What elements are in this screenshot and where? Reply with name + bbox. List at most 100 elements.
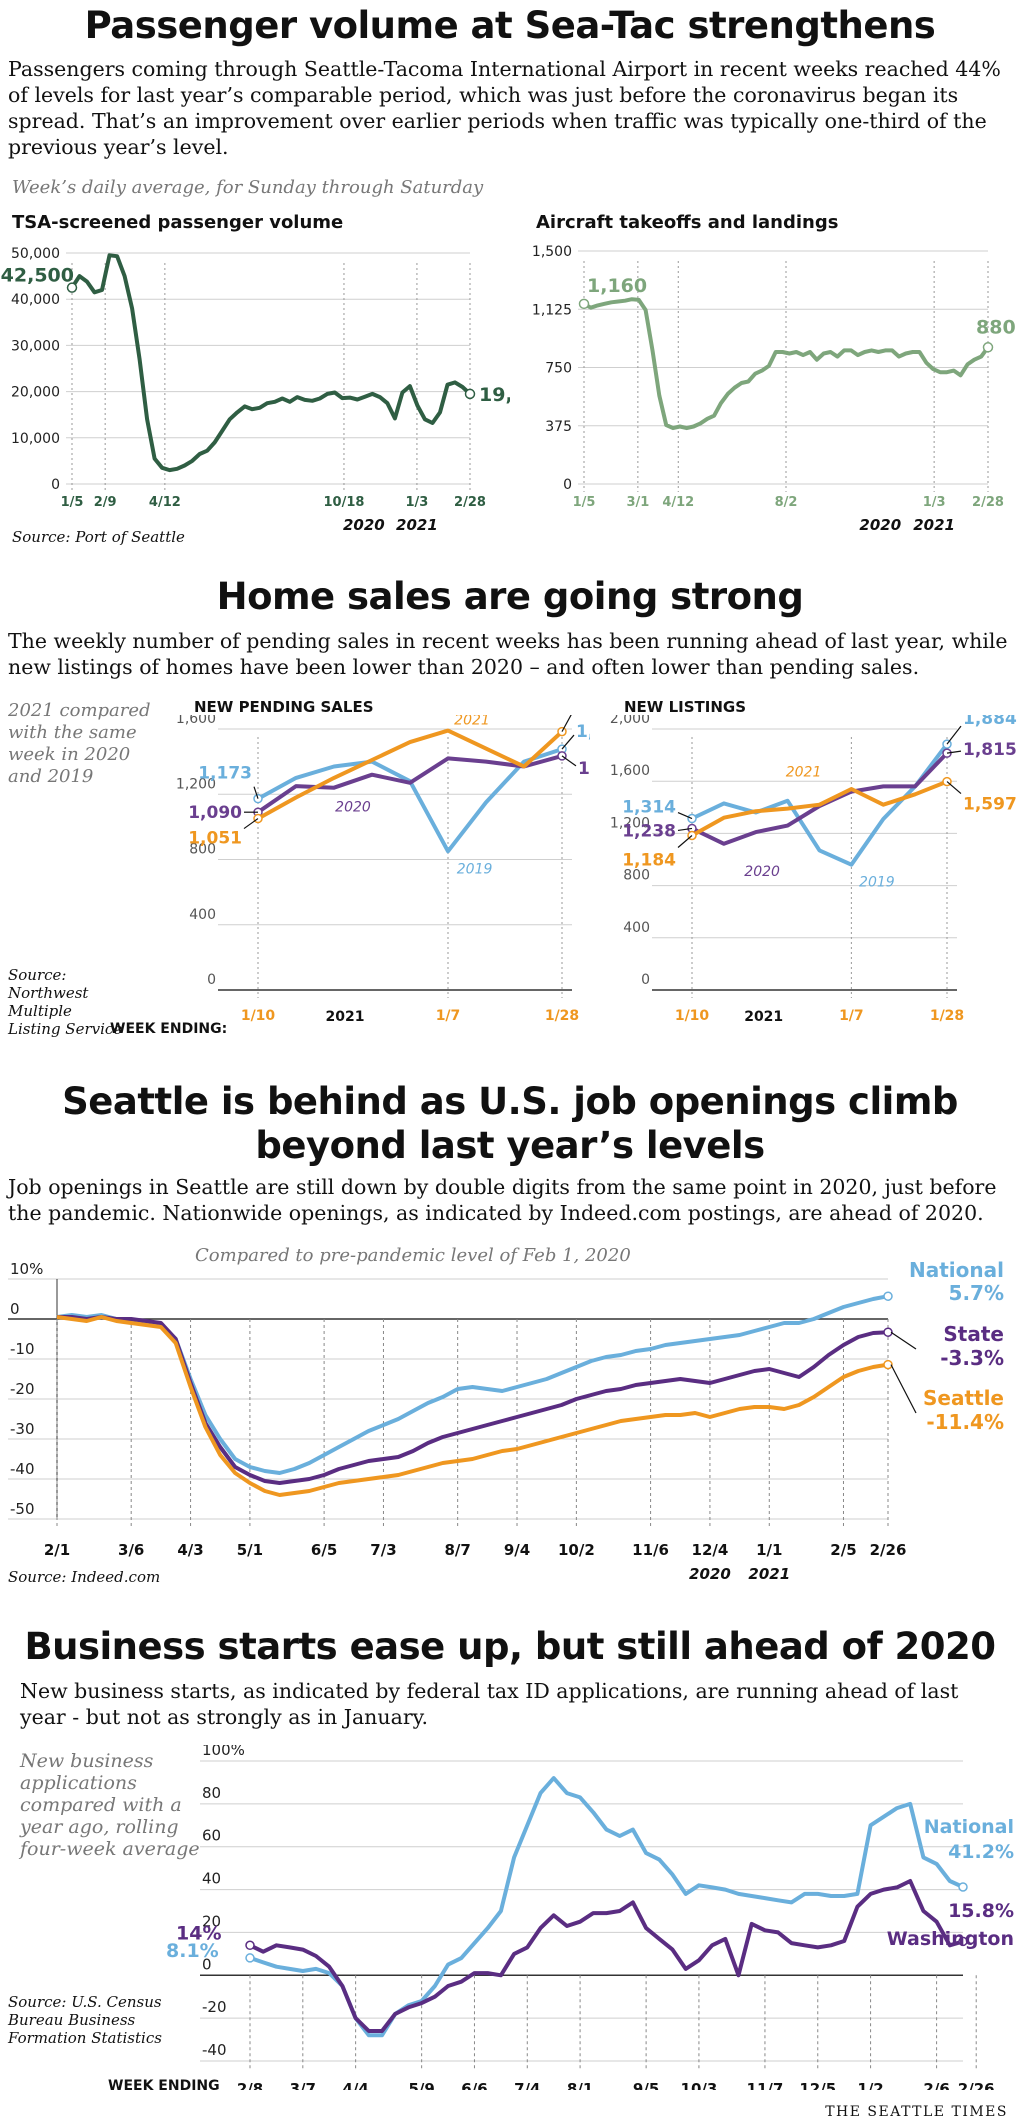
leader-line	[253, 786, 259, 799]
end-value-label-2020: 1,435	[578, 759, 590, 779]
y-tick-label: 0	[641, 972, 650, 988]
x-tick-label: 2/6	[923, 2080, 949, 2090]
y-tick-label: -40	[202, 2041, 227, 2059]
x-tick-label: 3/6	[118, 1541, 144, 1559]
end-value-label-2019: 1,884	[963, 715, 1017, 729]
x-tick-label: 1/10	[675, 1008, 710, 1024]
x-tick-label: 4/3	[177, 1541, 203, 1559]
leader-line	[561, 715, 572, 732]
series-line-national	[56, 1294, 889, 1475]
end-point-national	[958, 1882, 968, 1892]
start-value-label-2019: 1,314	[622, 798, 676, 818]
end-point-national	[883, 1291, 893, 1301]
series-label-2020: 2020	[335, 800, 371, 816]
x-tick-label: 3/7	[290, 2080, 316, 2090]
end-value-label-2019: 1,477	[576, 722, 590, 742]
y-tick-label: 2,000	[610, 715, 650, 727]
x-tick-label: 8/7	[444, 1541, 470, 1559]
series-end-value-national: 41.2%	[948, 1841, 1014, 1863]
y-tick-label: 375	[545, 419, 572, 435]
source-indeed: Source: Indeed.com	[8, 1568, 161, 1586]
series-line-national	[249, 1776, 964, 2038]
year-label: 2020	[343, 516, 385, 534]
dek-passenger-volume: Passengers coming through Seattle-Tacoma…	[8, 57, 1001, 159]
series-label-2019: 2019	[859, 875, 895, 891]
start-value-label-2020: 1,090	[188, 803, 242, 823]
x-tick-label: 1/2	[857, 2080, 883, 2090]
y-tick-label: 0	[10, 1300, 20, 1318]
x-tick-label: 3/1	[626, 495, 649, 510]
x-tick-label: 1/10	[241, 1008, 276, 1024]
start-point-2021	[253, 813, 263, 824]
headline-home-sales: Home sales are going strong	[216, 575, 804, 618]
series-label-2021: 2021	[786, 764, 822, 780]
series-line-2020	[256, 753, 563, 814]
business-starts-chart: 100% 80 60 40 20 0 -20 -40 2/8 3/7 4/4 5/9 6/6 7/4 8/1…	[166, 1745, 1014, 2090]
series-line-aircraft	[583, 297, 990, 431]
series-end-value-national: 5.7%	[949, 1281, 1004, 1305]
x-tick-label: 11/6	[632, 1541, 669, 1559]
x-tick-label: 9/4	[504, 1541, 530, 1559]
start-point-national	[245, 1953, 255, 1963]
leader-line	[890, 1331, 917, 1350]
series-line-2021	[691, 779, 948, 838]
series-line-washington	[249, 1879, 964, 2033]
start-value-label-2020: 1,238	[622, 821, 676, 841]
x-tick-label: 2/8	[237, 2080, 263, 2090]
y-tick-label: 50,000	[11, 246, 60, 262]
dek-home-sales: The weekly number of pending sales in re…	[8, 629, 1008, 679]
headline-job-openings-2: beyond last year’s levels	[255, 1124, 765, 1167]
note-pre-pandemic: Compared to pre-pandemic level of Feb 1,…	[195, 1245, 631, 1266]
headline-job-openings-1: Seattle is behind as U.S. job openings c…	[62, 1080, 958, 1123]
end-point-seattle	[883, 1359, 893, 1370]
series-line-seattle	[56, 1315, 889, 1497]
x-tick-label: 1/5	[61, 495, 84, 510]
year-label: 2020	[689, 1565, 731, 1583]
source-census: Source: U.S. Census Bureau Business Form…	[8, 1993, 162, 2047]
year-label: 2020	[859, 516, 901, 534]
y-tick-label: 40,000	[11, 292, 60, 308]
y-tick-label: 80	[202, 1784, 221, 1802]
headline-business-starts: Business starts ease up, but still ahead…	[24, 1625, 996, 1668]
start-point	[578, 298, 590, 310]
y-tick-label: 0	[563, 477, 572, 493]
x-tick-label: 8/2	[775, 495, 798, 510]
y-tick-label: 100%	[202, 1745, 245, 1759]
seattle-times-credit: THE SEATTLE TIMES	[825, 2104, 1008, 2120]
y-tick-label: -40	[10, 1460, 35, 1478]
end-value-label: 19,500	[479, 384, 510, 406]
start-value-label-2021: 1,051	[188, 829, 242, 849]
end-point-washington	[958, 1936, 968, 1947]
x-tick-label: 6/5	[311, 1541, 337, 1559]
series-end-value-state: -3.3%	[940, 1346, 1004, 1370]
x-tick-label: 1/3	[923, 495, 946, 510]
series-label-2021: 2021	[454, 715, 490, 729]
x-tick-label: 12/4	[692, 1541, 729, 1559]
y-tick-label: 1,125	[532, 302, 572, 318]
leader-line	[946, 750, 962, 754]
x-tick-label: 1/28	[545, 1008, 579, 1024]
end-point-state	[883, 1327, 893, 1337]
end-value-label: 880	[976, 316, 1016, 338]
tsa-passenger-chart: 50,000 40,000 30,000 20,000 10,000 01/5 2/9 4/1…	[1, 246, 510, 534]
x-tick-label: 9/5	[633, 2080, 659, 2090]
year-label: 2021	[326, 1009, 365, 1025]
series-label-2020: 2020	[744, 864, 780, 880]
x-tick-label: 1/3	[406, 495, 429, 510]
note-business-applications: New business applications compared with …	[20, 1750, 200, 1860]
week-ending-label: WEEK ENDING:	[110, 1021, 228, 1037]
year-label: 2021	[748, 1565, 790, 1583]
x-tick-label: 6/6	[461, 2080, 487, 2090]
new-listings-chart: 2,000 1,600 1,200 800 400 0 1/10 1/7 1/28 2021 1,3…	[610, 715, 1017, 1025]
y-tick-label: 20,000	[11, 385, 60, 401]
x-tick-label: 1/7	[839, 1008, 864, 1024]
year-label: 2021	[744, 1009, 783, 1025]
x-tick-label: 1/28	[930, 1008, 964, 1024]
y-tick-label: 800	[623, 868, 650, 884]
note-2021-compared: 2021 compared with the same week in 2020…	[8, 700, 151, 787]
x-tick-label: 2/28	[972, 495, 1004, 510]
end-point	[464, 388, 476, 400]
x-tick-label: 11/7	[747, 2080, 784, 2090]
leader-line	[677, 835, 693, 848]
x-tick-label: 2/26	[958, 2080, 995, 2090]
